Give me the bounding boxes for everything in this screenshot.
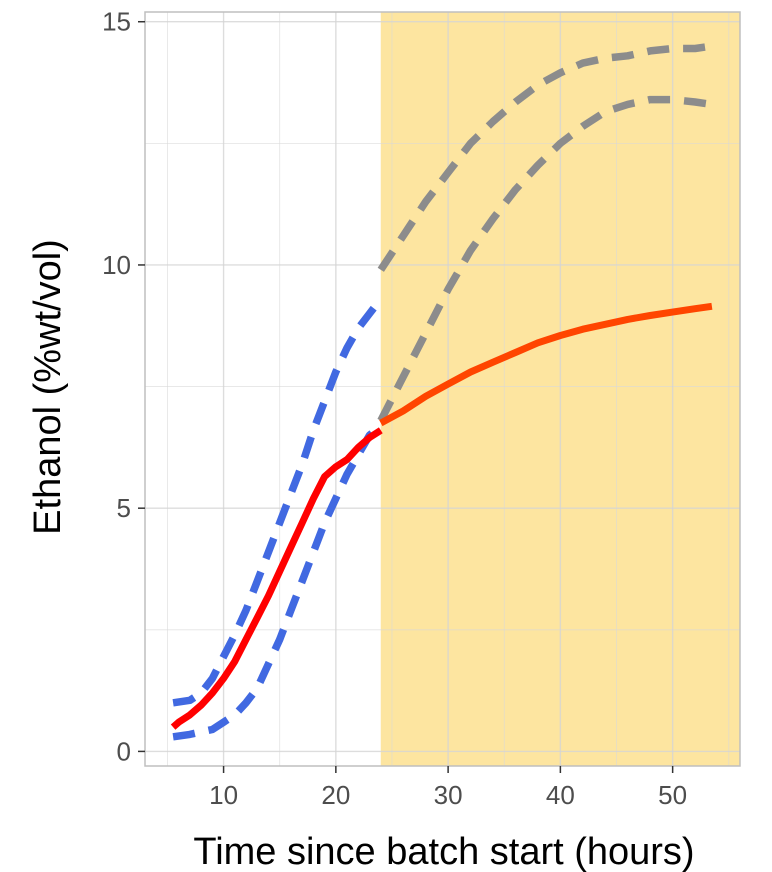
series-line-solid-0 xyxy=(170,427,383,730)
x-tick-label: 50 xyxy=(658,780,687,810)
y-tick-label: 5 xyxy=(117,493,131,523)
y-tick-label: 10 xyxy=(102,250,131,280)
series-line-dashed-3 xyxy=(172,422,384,741)
x-tick-label: 40 xyxy=(546,780,575,810)
panel-border xyxy=(144,11,741,767)
x-tick-label: 30 xyxy=(434,780,463,810)
x-tick-label: 10 xyxy=(209,780,238,810)
y-tick-label: 15 xyxy=(102,7,131,37)
y-tick-label: 0 xyxy=(117,736,131,766)
y-axis-title: Ethanol (%wt/vol) xyxy=(27,239,69,535)
x-tick-label: 20 xyxy=(321,780,350,810)
x-axis-title: Time since batch start (hours) xyxy=(193,831,694,872)
series-line-dashed-5 xyxy=(377,95,713,423)
axis-layer: 10 20 30 40 50 0 5 10 15 xyxy=(102,7,741,810)
series-line-dashed-2 xyxy=(172,296,384,707)
series-line-dashed-4 xyxy=(377,42,713,272)
series-line-solid-1 xyxy=(379,302,713,427)
series-layer xyxy=(170,42,713,741)
